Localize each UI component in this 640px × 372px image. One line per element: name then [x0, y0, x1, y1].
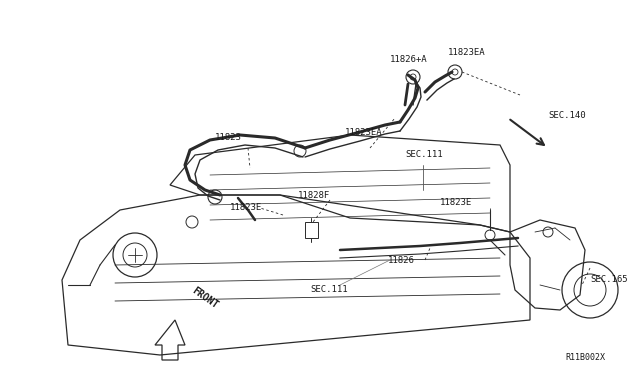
Text: SEC.111: SEC.111 [310, 285, 348, 294]
Text: 11823EA: 11823EA [448, 48, 486, 57]
Text: 11823E: 11823E [230, 203, 262, 212]
Text: 11823E: 11823E [440, 198, 472, 207]
Text: SEC.140: SEC.140 [548, 111, 586, 120]
Text: 11826+A: 11826+A [390, 55, 428, 64]
Text: FRONT: FRONT [190, 285, 220, 310]
Text: 11823EA: 11823EA [345, 128, 383, 137]
Text: 11823: 11823 [214, 133, 241, 142]
Text: SEC.165: SEC.165 [590, 275, 628, 284]
Text: SEC.111: SEC.111 [405, 150, 443, 159]
Text: R11B002X: R11B002X [565, 353, 605, 362]
Text: 11826: 11826 [388, 256, 415, 265]
Text: 11828F: 11828F [298, 191, 330, 200]
